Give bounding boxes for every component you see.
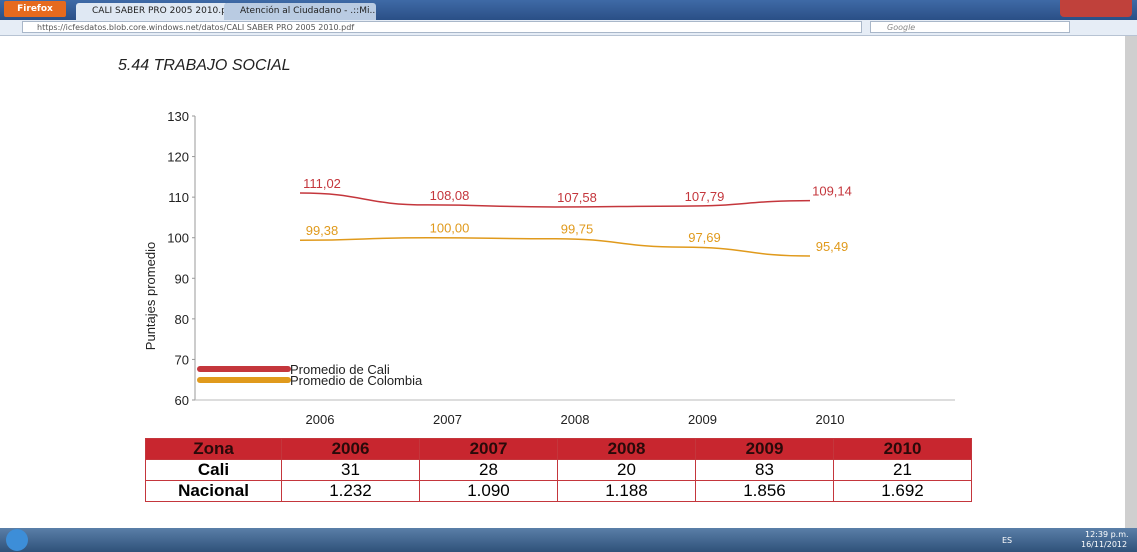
x-tick-label: 2009 [688, 412, 717, 427]
legend-label: Promedio de Colombia [290, 373, 423, 388]
table-cell: 2010 [833, 438, 972, 460]
table-cell: 20 [557, 459, 696, 481]
table-cell: Nacional [145, 480, 282, 502]
y-tick-label: 100 [167, 231, 189, 246]
data-label: 108,08 [430, 188, 470, 203]
series-line [299, 192, 811, 208]
data-label: 109,14 [812, 184, 852, 199]
table-cell: 83 [695, 459, 834, 481]
tab[interactable]: Atención al Ciudadano - .::Mi... [224, 3, 376, 20]
nav-bar: https://icfesdatos.blob.core.windows.net… [0, 20, 1137, 36]
table-cell: 1.188 [557, 480, 696, 502]
chart-title: 5.44 TRABAJO SOCIAL [118, 57, 291, 74]
tab[interactable]: CALI SABER PRO 2005 2010.p... [76, 3, 228, 20]
table-row: Nacional 1.232 1.090 1.188 1.856 1.692 [145, 480, 972, 502]
chart: 5.44 TRABAJO SOCIAL Puntajes promedio 60… [118, 57, 955, 427]
data-label: 107,79 [685, 189, 725, 204]
data-label: 100,00 [430, 221, 470, 236]
url-bar[interactable]: https://icfesdatos.blob.core.windows.net… [22, 21, 862, 33]
data-label: 99,75 [561, 222, 594, 237]
table-cell: 1.856 [695, 480, 834, 502]
y-tick-label: 60 [175, 393, 189, 408]
table-cell: Cali [145, 459, 282, 481]
table-cell: 2009 [695, 438, 834, 460]
legend-label: Promedio de Cali [290, 362, 390, 377]
table-cell: 1.232 [281, 480, 420, 502]
table-cell: 1.090 [419, 480, 558, 502]
data-label: 111,02 [303, 176, 341, 191]
tab-bar: Firefox CALI SABER PRO 2005 2010.p... At… [0, 0, 1137, 20]
y-tick-label: 70 [175, 352, 189, 367]
y-tick-label: 130 [167, 109, 189, 124]
series-line [299, 236, 811, 257]
search-box[interactable]: Google [870, 21, 1070, 33]
language[interactable]: ES [1002, 536, 1013, 545]
y-tick-label: 90 [175, 271, 189, 286]
window-controls[interactable] [1060, 0, 1132, 17]
table-cell: 1.692 [833, 480, 972, 502]
app-button[interactable]: Firefox [4, 1, 66, 17]
x-tick-label: 2006 [306, 412, 335, 427]
x-tick-label: 2008 [561, 412, 590, 427]
table-cell: 21 [833, 459, 972, 481]
table-cell: 2008 [557, 438, 696, 460]
start-button[interactable] [6, 529, 28, 551]
scrollbar[interactable] [1125, 36, 1137, 528]
y-tick-label: 80 [175, 312, 189, 327]
data-label: 99,38 [306, 223, 339, 238]
x-tick-label: 2010 [816, 412, 845, 427]
table-cell: 31 [281, 459, 420, 481]
taskbar: ES 12:39 p.m. 16/11/2012 [0, 528, 1137, 552]
y-tick-label: 110 [168, 190, 189, 205]
data-label: 107,58 [557, 190, 597, 205]
table-cell: 2007 [419, 438, 558, 460]
table-row: Zona 2006 2007 2008 2009 2010 [145, 438, 972, 460]
data-table: Zona 2006 2007 2008 2009 2010 Cali 31 28 20 83 21 Na… [145, 438, 972, 502]
y-tick-label: 120 [167, 150, 189, 165]
x-tick-label: 2007 [433, 412, 462, 427]
data-label: 97,69 [688, 230, 721, 245]
table-cell: Zona [145, 438, 282, 460]
data-label: 95,49 [816, 239, 849, 254]
y-axis-label: Puntajes promedio [143, 242, 158, 350]
table-cell: 2006 [281, 438, 420, 460]
clock-time: 12:39 p.m. [1085, 530, 1129, 539]
table-row: Cali 31 28 20 83 21 [145, 459, 972, 481]
clock-date: 16/11/2012 [1081, 540, 1128, 549]
table-cell: 28 [419, 459, 558, 481]
